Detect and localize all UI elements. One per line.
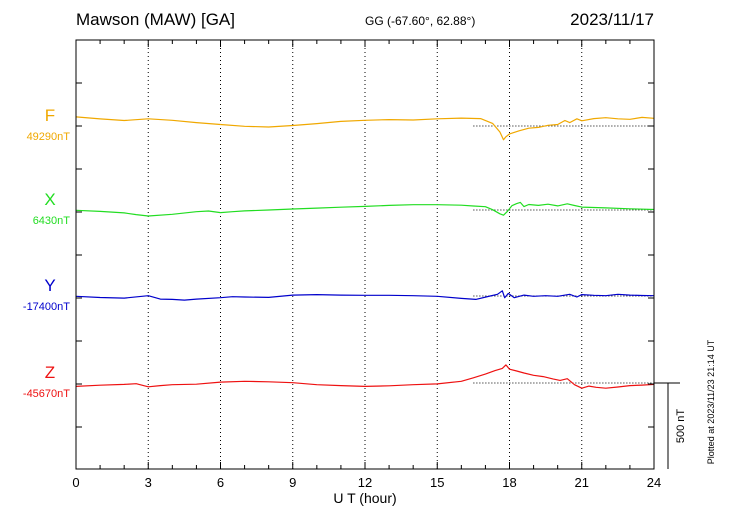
series-line-y: [75, 290, 655, 301]
baseline-value-z: -45670nT: [23, 388, 70, 400]
baseline-value-y: -17400nT: [23, 301, 70, 313]
baseline-value-f: 49290nT: [27, 131, 71, 143]
series-line-z: [75, 364, 655, 389]
series-name-y: Y: [44, 276, 55, 295]
station-title: Mawson (MAW) [GA]: [76, 10, 235, 29]
date-label: 2023/11/17: [570, 10, 654, 29]
plotted-timestamp: Plotted at 2023/11/23 21:14 UT: [706, 339, 716, 464]
series-line-f: [75, 116, 655, 141]
x-tick-label: 3: [145, 475, 152, 490]
x-tick-label: 15: [430, 475, 444, 490]
x-tick-label: 0: [72, 475, 79, 490]
x-tick-label: 12: [358, 475, 372, 490]
series-name-z: Z: [45, 363, 55, 382]
series-name-f: F: [45, 106, 55, 125]
x-axis-label: U T (hour): [333, 490, 396, 506]
coordinates-label: GG (-67.60°, 62.88°): [365, 14, 475, 28]
x-tick-label: 18: [502, 475, 516, 490]
baseline-value-x: 6430nT: [33, 215, 71, 227]
x-tick-label: 24: [647, 475, 661, 490]
series-labels: F 49290nT X 6430nT Y -17400nT Z -45670nT: [23, 106, 70, 400]
series-name-x: X: [44, 190, 55, 209]
x-tick-label: 9: [289, 475, 296, 490]
x-tick-label: 21: [575, 475, 589, 490]
scale-bar: 500 nT: [654, 382, 687, 469]
x-axis-ticks: 0 3 6 9 12 15 18 21 24: [72, 40, 661, 490]
series-layer: [75, 116, 655, 389]
x-tick-label: 6: [217, 475, 224, 490]
grid-lines: [147, 40, 654, 469]
series-line-x: [75, 201, 655, 217]
scale-bar-label: 500 nT: [675, 409, 687, 444]
